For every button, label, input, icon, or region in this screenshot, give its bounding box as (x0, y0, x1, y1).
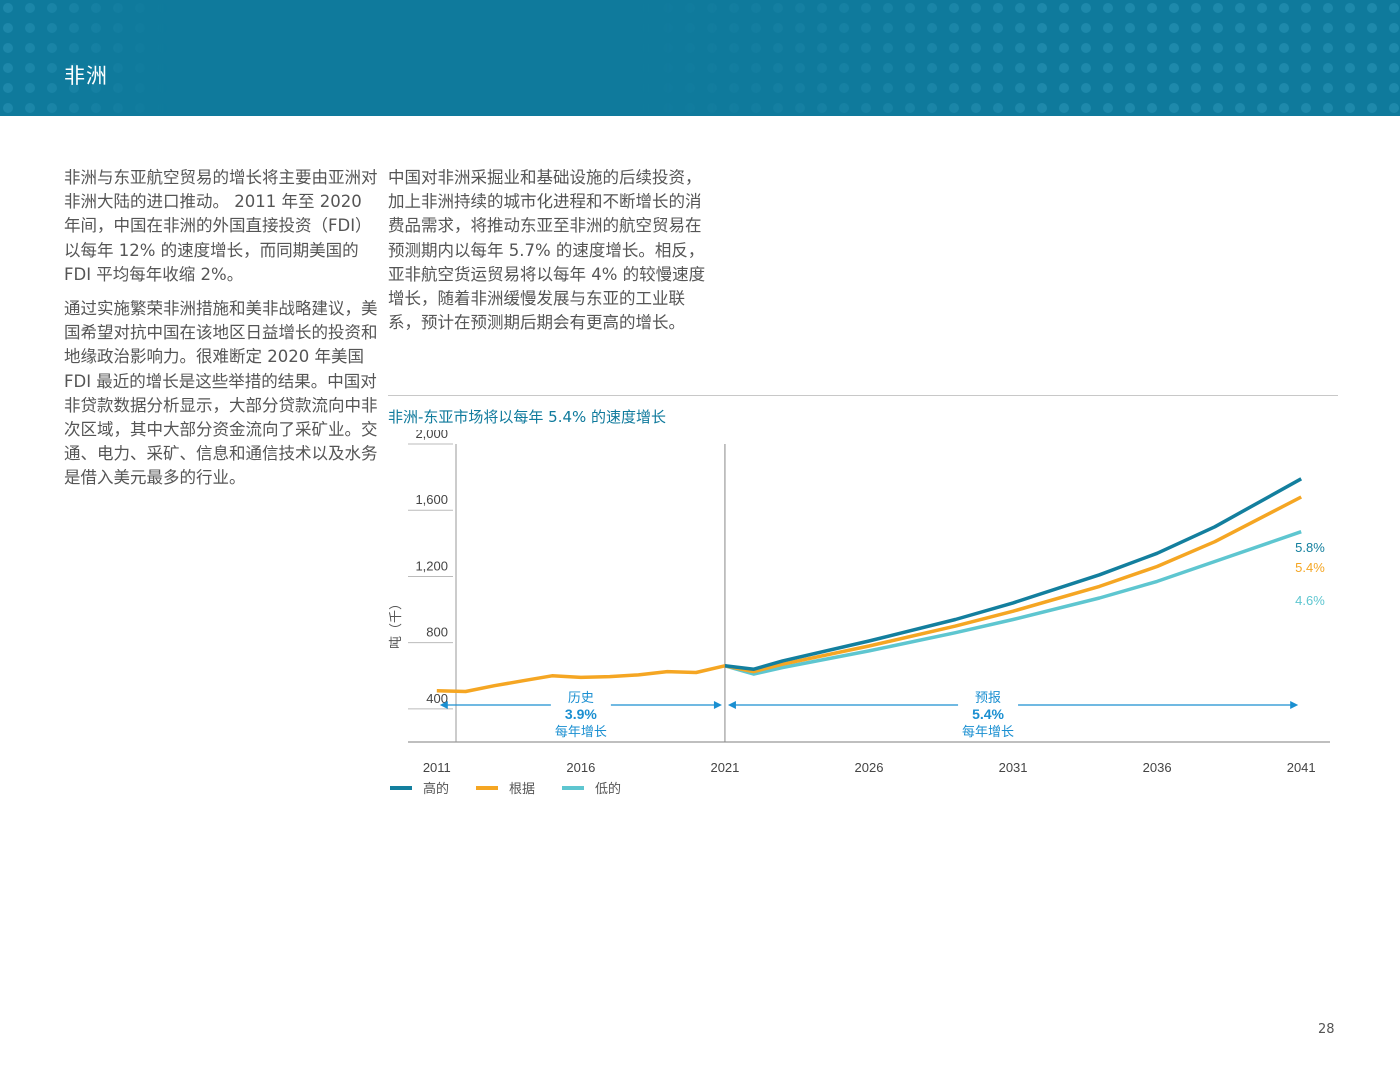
legend-label-根据: 根据 (509, 781, 535, 796)
chart-title: 非洲-东亚市场将以每年 5.4% 的速度增长 (388, 408, 667, 426)
rate-label-高的: 5.8% (1295, 540, 1325, 555)
section-divider (388, 395, 1338, 396)
series-line-根据 (724, 495, 1303, 674)
left-paragraph-2: 通过实施繁荣非洲措施和美非战略建议，美国希望对抗中国在该地区日益增长的投资和地缘… (64, 299, 378, 488)
rate-label-根据: 5.4% (1295, 560, 1325, 575)
arrowhead-right (1290, 701, 1299, 709)
y-tick-label: 2,000 (415, 430, 448, 441)
line-chart: 2,000 1,600 1,200 800 400 2011 2016 2021 2026 203… (388, 430, 1330, 796)
legend-label-高的: 高的 (423, 781, 449, 796)
annotation-label: 历史 (568, 690, 594, 705)
legend-label-低的: 低的 (595, 781, 621, 796)
right-paragraph-1: 中国对非洲采掘业和基础设施的后续投资，加上非洲持续的城市化进程和不断增长的消费品… (388, 168, 706, 333)
x-tick-label: 2026 (855, 760, 884, 775)
x-tick-label: 2016 (566, 760, 595, 775)
arrowhead-right (713, 701, 722, 709)
dot-pattern (0, 0, 1400, 116)
page-title: 非洲 (64, 64, 108, 88)
y-tick-label: 800 (426, 625, 448, 640)
header-banner: 非洲 (0, 0, 1400, 116)
x-tick-label: 2036 (1143, 760, 1172, 775)
annotation-sub: 每年增长 (555, 724, 607, 739)
annotation-label: 预报 (975, 690, 1001, 705)
y-tick-label: 1,200 (415, 558, 448, 573)
annotation-rate: 5.4% (972, 706, 1004, 722)
x-tick-label: 2021 (710, 760, 739, 775)
x-tick-label: 2031 (999, 760, 1028, 775)
left-paragraph-1: 非洲与东亚航空贸易的增长将主要由亚洲对非洲大陆的进口推动。 2011 年至 20… (64, 168, 378, 284)
y-tick-label: 1,600 (415, 492, 448, 507)
x-tick-label: 2041 (1287, 760, 1316, 775)
page-number: 28 (1318, 1022, 1335, 1037)
right-text-column: 中国对非洲采掘业和基础设施的后续投资，加上非洲持续的城市化进程和不断增长的消费品… (388, 166, 708, 345)
annotation-rate: 3.9% (565, 706, 597, 722)
history-line (436, 664, 726, 694)
y-tick-label: 400 (426, 691, 448, 706)
y-axis-label: 吨（千） (388, 597, 403, 649)
rate-label-低的: 4.6% (1295, 593, 1325, 608)
series-line-低的 (724, 530, 1302, 676)
arrowhead-left (727, 701, 736, 709)
x-tick-label: 2011 (423, 760, 451, 775)
annotation-sub: 每年增长 (962, 724, 1014, 739)
series-line-高的 (724, 477, 1303, 671)
left-text-column: 非洲与东亚航空贸易的增长将主要由亚洲对非洲大陆的进口推动。 2011 年至 20… (64, 166, 380, 501)
arrowhead-left (439, 701, 448, 709)
